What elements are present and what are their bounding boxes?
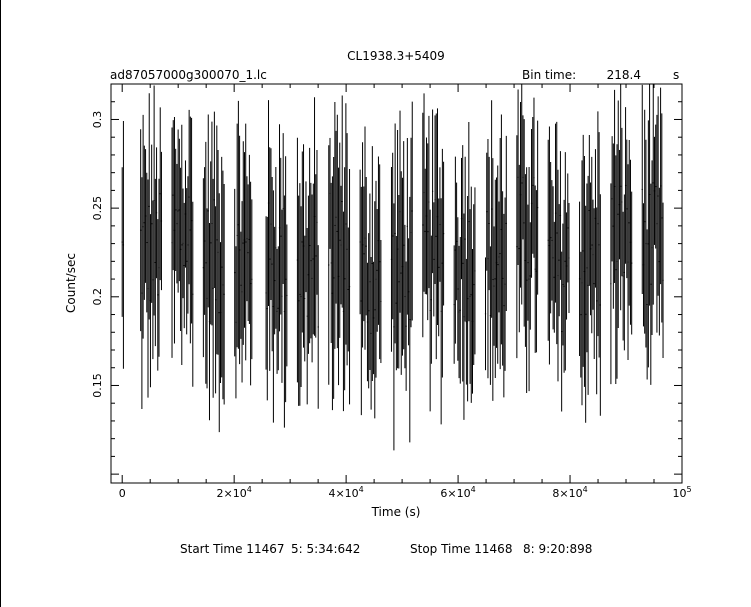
stop-time-label: Stop Time 11468	[410, 542, 512, 556]
y-tick-label: 0.25	[91, 196, 104, 221]
x-tick-label: 105	[672, 485, 691, 500]
chart-title: CL1938.3+5409	[347, 49, 445, 63]
x-tick-label: 8×104	[552, 485, 587, 500]
x-axis-ticks: 0 2×104 4×104 6×104 8×104 105	[119, 84, 692, 500]
file-label: ad87057000g300070_1.lc	[110, 68, 267, 82]
y-tick-label: 0.15	[91, 373, 104, 398]
y-axis-label: Count/sec	[64, 253, 78, 313]
y-axis-ticks: 0.15 0.2 0.25 0.3	[91, 101, 682, 475]
x-tick-label: 4×104	[328, 485, 363, 500]
plot-frame	[110, 83, 683, 484]
y-tick-label: 0.3	[91, 111, 104, 129]
x-axis-label: Time (s)	[371, 505, 421, 519]
data-series	[121, 84, 664, 451]
x-tick-label: 0	[119, 487, 126, 500]
y-tick-label: 0.2	[91, 288, 104, 306]
bin-time-value: 218.4	[607, 68, 641, 82]
start-time-label: Start Time 11467	[180, 542, 284, 556]
plot-area: 0 2×104 4×104 6×104 8×104 105 0.15 0.2 0.25 0.3	[91, 83, 692, 500]
bin-time-unit: s	[673, 68, 679, 82]
stop-time-value: 8: 9:20:898	[523, 542, 592, 556]
x-tick-label: 6×104	[440, 485, 475, 500]
x-tick-label: 2×104	[217, 485, 252, 500]
bin-time-label: Bin time:	[522, 68, 576, 82]
start-time-value: 5: 5:34:642	[291, 542, 360, 556]
